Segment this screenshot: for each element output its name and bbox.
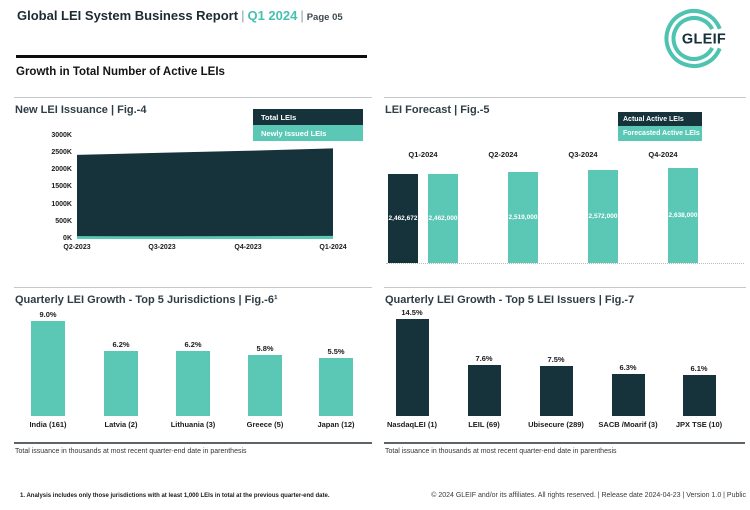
growth-bar [395,319,429,416]
y-tick-label: 2500K [51,149,72,156]
header-separator: | [300,8,304,23]
growth-bar [104,351,138,416]
actual-bar [388,174,418,263]
category-label: Japan (12) [317,420,355,429]
legend-item-total-leis: Total LEIs [253,109,363,125]
area-series [77,148,333,239]
category-label: NasdaqLEI (1) [386,420,437,429]
panel-new-lei-issuance: New LEI Issuance | Fig.-4 Total LEIs New… [14,97,372,277]
category-label: Ubisecure (289) [528,420,584,429]
category-label: SACB /Moarif (3) [598,420,658,429]
y-tick-label: 1000K [51,201,72,208]
report-period: Q1 2024 [247,8,298,23]
forecast-bar [588,170,618,263]
quarter-label: Q4-2024 [648,150,678,159]
legend-item-forecasted-active-leis: Forecasted Active LEIs [618,126,702,141]
percent-label: 7.5% [547,355,565,364]
fig6-note: Total issuance in thousands at most rece… [15,448,247,455]
fig4-legend: Total LEIs Newly Issued LEIs [253,109,363,141]
area-series [77,235,333,239]
x-tick-label: Q3-2023 [148,244,176,251]
fig6-note-divider [14,442,372,444]
percent-label: 5.8% [256,344,274,353]
category-label: LEIL (69) [468,420,500,429]
category-label: JPX TSE (10) [675,420,723,429]
growth-bar [31,321,65,416]
percent-label: 6.3% [619,363,637,372]
y-tick-label: 2000K [51,166,72,173]
bar-value-label: 2,638,000 [668,212,698,219]
bar-value-label: 2,462,672 [388,215,418,222]
growth-bar [248,355,282,416]
category-label: Greece (5) [246,420,284,429]
quarter-label: Q1-2024 [408,150,438,159]
legend-label: Actual Active LEIs [623,115,684,123]
footnote: 1. Analysis includes only those jurisdic… [20,493,330,499]
gleif-logo: GLEIF [664,9,726,68]
y-tick-label: 1500K [51,183,72,190]
growth-bar [682,375,716,416]
fig4-area-plot [77,148,333,239]
page-number: Page 05 [306,12,343,23]
percent-label: 6.2% [112,340,130,349]
panel-top5-jurisdictions: Quarterly LEI Growth - Top 5 Jurisdictio… [14,287,372,462]
report-title: Global LEI System Business Report [17,8,239,23]
category-label: India (161) [29,420,67,429]
legend-label: Forecasted Active LEIs [623,130,700,137]
section-title: Growth in Total Number of Active LEIs [16,66,225,78]
fig5-baseline [386,263,744,264]
y-tick-label: 0K [63,235,72,242]
header-divider [16,55,367,58]
growth-bar [176,351,210,416]
bar-value-label: 2,462,000 [428,215,458,222]
fig5-legend: Actual Active LEIs Forecasted Active LEI… [618,112,702,141]
legend-label: Total LEIs [261,112,297,122]
percent-label: 6.1% [690,364,708,373]
logo-inner-ring-icon [671,16,717,61]
category-label: Lithuania (3) [170,420,216,429]
percent-label: 6.2% [184,340,202,349]
percent-label: 14.5% [401,308,423,317]
quarter-label: Q3-2024 [568,150,598,159]
legend-item-newly-issued-leis: Newly Issued LEIs [253,125,363,141]
panel-top5-lei-issuers: Quarterly LEI Growth - Top 5 LEI Issuers… [384,287,746,462]
forecast-bar [668,168,698,263]
x-tick-label: Q4-2023 [234,244,262,251]
fig7-title: Quarterly LEI Growth - Top 5 LEI Issuers… [385,294,635,306]
percent-label: 9.0% [39,310,57,319]
growth-bar [611,374,645,416]
logo-outer-ring-icon [664,9,724,68]
header-separator: | [241,8,245,23]
fig4-title: New LEI Issuance | Fig.-4 [15,104,147,116]
forecast-bar [428,174,458,263]
legend-item-actual-active-leis: Actual Active LEIs [618,112,702,126]
bar-value-label: 2,572,000 [588,213,618,220]
percent-label: 5.5% [327,347,345,356]
forecast-bar [508,172,538,263]
fig5-title: LEI Forecast | Fig.-5 [385,104,490,116]
percent-label: 7.6% [475,354,493,363]
bar-value-label: 2,519,000 [508,214,538,221]
y-tick-label: 500K [55,218,72,225]
growth-bar [319,358,353,416]
y-tick-label: 3000K [51,132,72,139]
fig6-title: Quarterly LEI Growth - Top 5 Jurisdictio… [15,294,278,306]
legend-label: Newly Issued LEIs [261,128,327,138]
fig7-note-divider [384,442,745,444]
category-label: Latvia (2) [104,420,138,429]
x-tick-label: Q2-2023 [63,244,91,251]
footer-copyright: © 2024 GLEIF and/or its affiliates. All … [431,492,746,499]
quarter-label: Q2-2024 [488,150,518,159]
report-header: Global LEI System Business Report | Q1 202… [17,8,343,23]
growth-bar [539,366,573,416]
fig7-note: Total issuance in thousands at most rece… [385,448,617,455]
logo-text: GLEIF [682,32,726,48]
growth-bar [467,365,501,416]
x-tick-label: Q1-2024 [319,244,347,251]
panel-lei-forecast: LEI Forecast | Fig.-5 Actual Active LEIs… [384,97,746,277]
